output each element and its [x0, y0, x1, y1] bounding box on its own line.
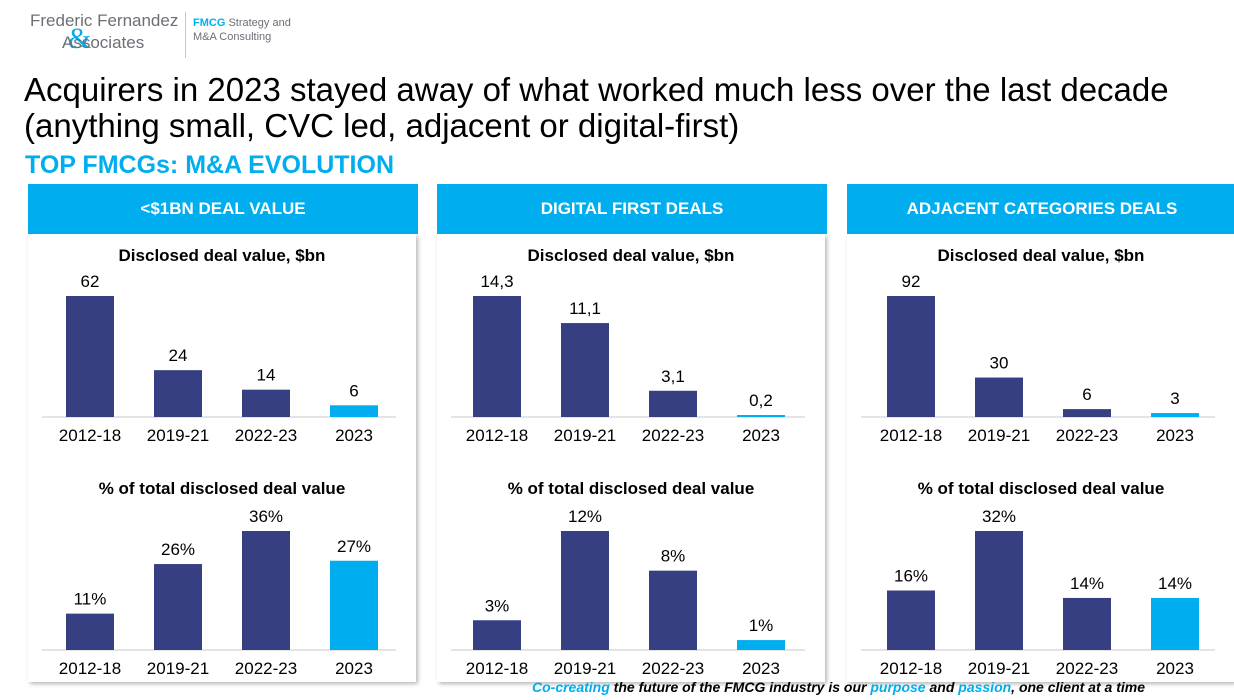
data-label: 14	[257, 366, 276, 385]
data-label: 14%	[1070, 574, 1104, 593]
bar	[330, 560, 378, 650]
x-tick-label: 2022-23	[1056, 659, 1118, 678]
data-label: 11%	[74, 590, 107, 609]
data-label: 27%	[337, 537, 371, 556]
data-label: 1%	[749, 616, 774, 635]
bar	[561, 531, 609, 650]
bar	[975, 377, 1023, 417]
bar	[649, 390, 697, 417]
data-label: 11,1	[569, 299, 601, 318]
x-tick-label: 2023	[742, 426, 780, 445]
data-label: 62	[81, 272, 100, 291]
x-tick-label: 2023	[335, 659, 373, 678]
chart-title: % of total disclosed deal value	[99, 479, 346, 498]
column-header-digital-first: DIGITAL FIRST DEALS	[437, 184, 827, 234]
bar	[1063, 597, 1111, 650]
bar	[737, 415, 785, 417]
bar	[66, 296, 114, 417]
bar	[975, 531, 1023, 650]
bar	[887, 590, 935, 650]
x-tick-label: 2012-18	[59, 659, 121, 678]
data-label: 24	[169, 346, 188, 365]
chart-title: Disclosed deal value, $bn	[119, 246, 326, 265]
bar	[887, 296, 935, 417]
data-label: 32%	[982, 507, 1016, 526]
x-tick-label: 2012-18	[466, 426, 528, 445]
x-tick-label: 2019-21	[968, 659, 1030, 678]
x-tick-label: 2023	[742, 659, 780, 678]
bar	[473, 620, 521, 650]
x-tick-label: 2012-18	[880, 426, 942, 445]
footer-part2: the future of the FMCG industry is our	[609, 679, 871, 695]
footer-part5: passion	[958, 679, 1012, 695]
bar	[737, 640, 785, 650]
data-label: 12%	[568, 507, 602, 526]
page-subtitle: TOP FMCGs: M&A EVOLUTION	[25, 151, 394, 179]
bar	[473, 296, 521, 417]
column-header-small-deals: <$1BN DEAL VALUE	[28, 184, 418, 234]
x-tick-label: 2019-21	[968, 426, 1030, 445]
bar	[649, 570, 697, 650]
chart-title: Disclosed deal value, $bn	[938, 246, 1145, 265]
data-label: 92	[902, 272, 921, 291]
x-tick-label: 2022-23	[235, 659, 297, 678]
x-tick-label: 2022-23	[235, 426, 297, 445]
bar	[66, 613, 114, 650]
bar	[1151, 597, 1199, 650]
logo-line1: Frederic Fernandez	[30, 11, 179, 30]
data-label: 6	[349, 381, 358, 400]
logo-tag-rest: Strategy and	[225, 17, 291, 29]
bar	[330, 405, 378, 417]
bar	[154, 370, 202, 417]
data-label: 30	[990, 354, 1009, 373]
data-label: 0,2	[749, 391, 773, 410]
data-label: 36%	[249, 507, 283, 526]
data-label: 14,3	[480, 272, 513, 291]
bar	[1151, 413, 1199, 417]
logo-ampersand: &	[68, 22, 92, 55]
x-tick-label: 2012-18	[880, 659, 942, 678]
column-header-adjacent: ADJACENT CATEGORIES DEALS	[847, 184, 1234, 234]
footer-part6: , one client at a time	[1011, 679, 1145, 695]
bar	[242, 389, 290, 417]
footer-part3: purpose	[870, 679, 926, 695]
data-label: 3%	[485, 596, 510, 615]
data-label: 14%	[1158, 574, 1192, 593]
footer-part4: and	[925, 679, 959, 695]
chart-title: Disclosed deal value, $bn	[528, 246, 735, 265]
x-tick-label: 2019-21	[554, 659, 616, 678]
bar	[242, 531, 290, 650]
chart-title: % of total disclosed deal value	[508, 479, 755, 498]
x-tick-label: 2012-18	[59, 426, 121, 445]
bar	[1063, 409, 1111, 417]
logo-tag-line2: M&A Consulting	[193, 31, 272, 43]
x-tick-label: 2019-21	[147, 426, 209, 445]
x-tick-label: 2023	[335, 426, 373, 445]
x-tick-label: 2022-23	[642, 426, 704, 445]
x-tick-label: 2023	[1156, 426, 1194, 445]
data-label: 16%	[894, 567, 928, 586]
page-title: Acquirers in 2023 stayed away of what wo…	[24, 71, 1169, 144]
data-label: 6	[1082, 385, 1091, 404]
logo-tagline: FMCG Strategy and M&A Consulting	[193, 16, 291, 44]
x-tick-label: 2023	[1156, 659, 1194, 678]
logo-divider	[185, 12, 186, 58]
x-tick-label: 2022-23	[642, 659, 704, 678]
bar	[154, 564, 202, 650]
bar	[561, 323, 609, 417]
logo-tag-strong: FMCG	[193, 17, 226, 29]
footer-tagline: Co-creating the future of the FMCG indus…	[532, 679, 1145, 695]
data-label: 8%	[661, 547, 686, 566]
x-tick-label: 2019-21	[554, 426, 616, 445]
data-label: 3	[1170, 389, 1179, 408]
data-label: 3,1	[661, 367, 685, 386]
x-tick-label: 2022-23	[1056, 426, 1118, 445]
x-tick-label: 2012-18	[466, 659, 528, 678]
data-label: 26%	[161, 540, 195, 559]
x-tick-label: 2019-21	[147, 659, 209, 678]
chart-title: % of total disclosed deal value	[918, 479, 1165, 498]
logo-line2: Associates	[62, 33, 145, 52]
footer-part1: Co-creating	[532, 679, 610, 695]
